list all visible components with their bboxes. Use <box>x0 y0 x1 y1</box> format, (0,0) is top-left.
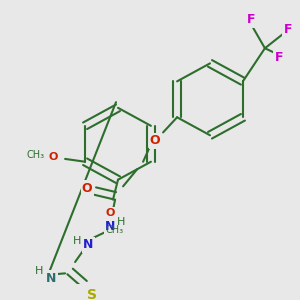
Text: S: S <box>87 288 97 300</box>
Text: F: F <box>275 51 283 64</box>
Text: F: F <box>284 23 292 36</box>
Text: CH₃: CH₃ <box>106 225 124 235</box>
Text: CH₃: CH₃ <box>26 150 44 160</box>
Text: H: H <box>117 217 125 227</box>
Text: H: H <box>35 266 43 275</box>
Text: N: N <box>105 220 115 232</box>
Text: N: N <box>46 272 56 285</box>
Text: N: N <box>83 238 93 251</box>
Text: O: O <box>150 134 160 147</box>
Text: F: F <box>247 14 255 26</box>
Text: O: O <box>48 152 58 162</box>
Text: H: H <box>73 236 81 246</box>
Text: O: O <box>82 182 92 195</box>
Text: O: O <box>105 208 115 218</box>
